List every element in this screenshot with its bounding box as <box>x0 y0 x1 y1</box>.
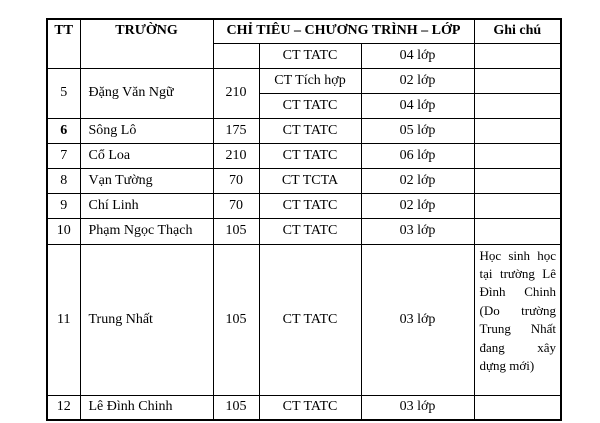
header-note: Ghi chú <box>473 18 562 44</box>
cell-note-empty <box>473 192 562 219</box>
cell-school: Chí Linh <box>79 192 214 219</box>
table-row-5b: CT TATC 04 lớp <box>47 92 562 119</box>
cell-program: CT TATC <box>258 243 362 396</box>
cell-quota: 105 <box>212 394 260 421</box>
table-row-11: 11 Trung Nhất 105 CT TATC 03 lớp Học sin… <box>46 243 562 396</box>
cell-school: Cổ Loa <box>79 142 214 169</box>
cell-tt: 11 <box>46 243 81 396</box>
table-row-8: 8 Vạn Tường 70 CT TCTA 02 lớp <box>46 167 562 194</box>
cell-classes: 03 lớp <box>360 243 475 396</box>
cell-quota: 70 <box>212 192 260 219</box>
cell-classes: 02 lớp <box>360 67 475 94</box>
cell-classes: 06 lớp <box>360 142 475 169</box>
cell-program: CT TATC <box>258 394 362 421</box>
cell-tt: 6 <box>46 117 81 144</box>
cell-classes: 02 lớp <box>360 167 475 194</box>
cell-program: CT TATC <box>258 92 362 119</box>
cell-quota-empty <box>212 42 260 69</box>
table-row-6: 6 Sông Lô 175 CT TATC 05 lớp <box>46 117 562 144</box>
cell-school: Phạm Ngọc Thạch <box>79 217 214 245</box>
cell-tt: 10 <box>46 217 81 245</box>
table-row-7: 7 Cổ Loa 210 CT TATC 06 lớp <box>46 142 562 169</box>
table-row-10: 10 Phạm Ngọc Thạch 105 CT TATC 03 lớp <box>46 217 562 245</box>
cell-quota: 210 <box>212 142 260 169</box>
cell-tt: 9 <box>46 192 81 219</box>
cell-school: Sông Lô <box>79 117 214 144</box>
school-quota-table: TT TRƯỜNG CHỈ TIÊU – CHƯƠNG TRÌNH – LỚP … <box>46 18 562 421</box>
header-tt: TT <box>46 18 81 69</box>
cell-classes: 03 lớp <box>360 217 475 245</box>
cell-program: CT TCTA <box>258 167 362 194</box>
cell-quota: 105 <box>212 243 260 396</box>
cell-classes: 04 lớp <box>360 42 475 69</box>
cell-quota: 210 <box>212 67 260 119</box>
cell-tt: 5 <box>46 67 81 119</box>
cell-classes: 03 lớp <box>360 394 475 421</box>
cell-note-empty <box>473 42 562 69</box>
table-row-5a: 5 Đặng Văn Ngữ 210 CT Tích hợp 02 lớp <box>46 67 562 119</box>
cell-note: Học sinh học tại trường Lê Đình Chinh (D… <box>473 243 562 396</box>
cell-note-empty <box>473 67 562 94</box>
cell-school: Vạn Tường <box>79 167 214 194</box>
cell-quota: 70 <box>212 167 260 194</box>
cell-program: CT Tích hợp <box>258 67 362 94</box>
cell-classes: 02 lớp <box>360 192 475 219</box>
cell-school: Trung Nhất <box>79 243 214 396</box>
cell-program: CT TATC <box>258 217 362 245</box>
table-row-9: 9 Chí Linh 70 CT TATC 02 lớp <box>46 192 562 219</box>
cell-school: Đặng Văn Ngữ <box>79 67 214 119</box>
table-header-row: TT TRƯỜNG CHỈ TIÊU – CHƯƠNG TRÌNH – LỚP … <box>46 18 562 69</box>
cell-classes: 04 lớp <box>360 92 475 119</box>
header-school: TRƯỜNG <box>79 18 214 69</box>
cell-note-empty <box>473 142 562 169</box>
header-quota-program-class: CHỈ TIÊU – CHƯƠNG TRÌNH – LỚP <box>212 18 475 44</box>
cell-program: CT TATC <box>258 142 362 169</box>
cell-tt: 8 <box>46 167 81 194</box>
cell-classes: 05 lớp <box>360 117 475 144</box>
cell-program: CT TATC <box>258 117 362 144</box>
cell-quota: 175 <box>212 117 260 144</box>
cell-note-empty <box>473 217 562 245</box>
cell-tt: 7 <box>46 142 81 169</box>
cell-program: CT TATC <box>258 42 362 69</box>
cell-note-empty <box>473 167 562 194</box>
cell-tt: 12 <box>46 394 81 421</box>
cell-note-empty <box>473 117 562 144</box>
cell-program: CT TATC <box>258 192 362 219</box>
cell-school: Lê Đình Chinh <box>79 394 214 421</box>
cell-note-empty <box>473 394 562 421</box>
cell-quota: 105 <box>212 217 260 245</box>
table-row-12: 12 Lê Đình Chinh 105 CT TATC 03 lớp <box>46 394 562 421</box>
cell-note-empty <box>473 92 562 119</box>
